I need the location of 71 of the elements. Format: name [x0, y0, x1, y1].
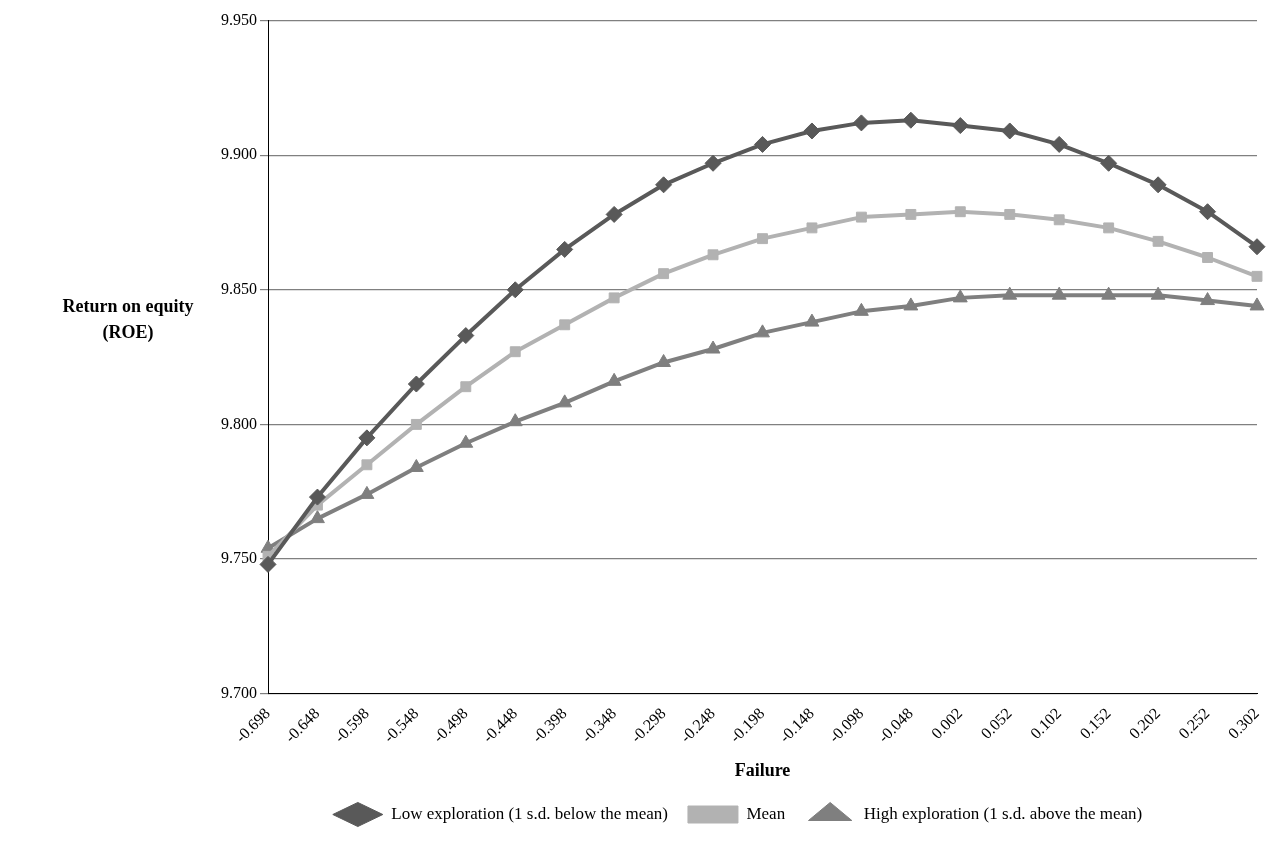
- y-tick-label: 9.800: [221, 414, 257, 432]
- point: [556, 240, 574, 258]
- point: [1248, 238, 1266, 256]
- point: [605, 205, 623, 223]
- point: [458, 434, 474, 448]
- point: [1004, 208, 1016, 220]
- point: [506, 281, 524, 299]
- point: [704, 154, 722, 172]
- point: [408, 458, 424, 472]
- point: [1202, 252, 1213, 263]
- point: [707, 249, 719, 261]
- point: [903, 297, 919, 311]
- point: [1251, 270, 1263, 282]
- point: [361, 459, 373, 471]
- point: [1150, 286, 1166, 300]
- legend-label: High exploration (1 s.d. above the mean): [863, 803, 1143, 823]
- point: [952, 289, 968, 303]
- y-tick-label: 9.700: [221, 683, 257, 701]
- y-tick-label: 9.750: [221, 549, 257, 567]
- point: [1101, 286, 1117, 300]
- point: [656, 353, 672, 367]
- point: [509, 346, 521, 358]
- point: [655, 176, 673, 194]
- point: [852, 114, 870, 132]
- point: [1249, 297, 1265, 311]
- legend-label: Mean: [746, 803, 786, 823]
- point: [1053, 214, 1065, 226]
- point: [308, 488, 326, 506]
- point: [902, 111, 920, 129]
- y-tick-label: 9.950: [221, 10, 257, 28]
- point: [557, 394, 573, 408]
- point: [951, 117, 969, 135]
- y-tick-label: 9.850: [221, 280, 257, 297]
- point: [559, 319, 571, 331]
- point: [1002, 286, 1018, 300]
- point: [755, 324, 770, 338]
- point: [507, 413, 523, 427]
- point: [754, 135, 771, 153]
- legend-label: Low exploration (1 s.d. below the mean): [391, 803, 668, 823]
- point: [608, 292, 620, 304]
- y-axis-title: Return on equity (ROE): [61, 295, 195, 344]
- point: [310, 510, 325, 524]
- point: [460, 381, 472, 393]
- point: [359, 485, 375, 499]
- point: [1051, 286, 1067, 300]
- point: [905, 208, 917, 220]
- point: [1199, 203, 1217, 221]
- y-tick-label: 9.900: [221, 145, 257, 163]
- point: [954, 206, 966, 218]
- point: [658, 268, 670, 280]
- point: [1001, 122, 1019, 140]
- point: [1050, 135, 1068, 153]
- x-axis-title: Failure: [734, 759, 791, 780]
- point: [1152, 235, 1164, 247]
- point: [1103, 222, 1115, 234]
- point: [410, 418, 422, 430]
- point: [358, 429, 376, 447]
- point: [855, 211, 867, 223]
- point: [806, 222, 818, 234]
- point: [853, 302, 869, 316]
- point: [757, 233, 768, 245]
- point: [457, 327, 475, 345]
- point: [1149, 176, 1167, 194]
- point: [804, 313, 820, 327]
- point: [1100, 154, 1118, 172]
- point: [803, 122, 821, 140]
- point: [407, 375, 425, 393]
- point: [259, 555, 277, 573]
- point: [1200, 292, 1215, 306]
- point: [606, 372, 622, 386]
- point: [705, 340, 721, 354]
